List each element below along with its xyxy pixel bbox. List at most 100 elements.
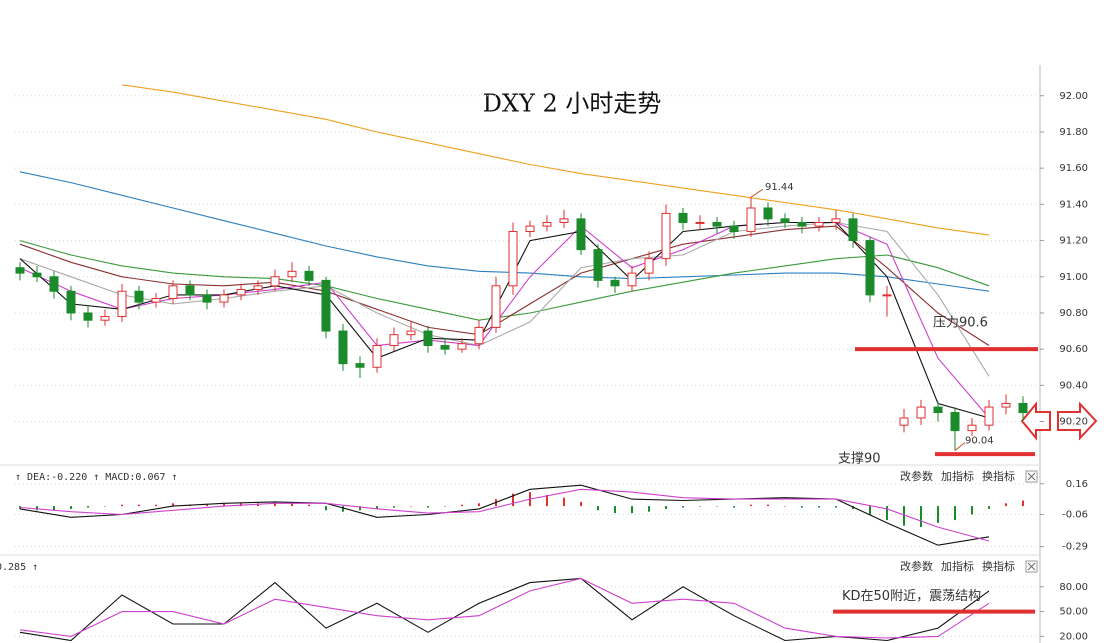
candle-body [66,290,76,314]
candle-body [695,221,705,224]
toolbar-button[interactable]: 改参数 [900,559,933,573]
candle-body [559,218,569,223]
candle-body [15,267,25,274]
candle-body [746,207,756,233]
toolbar-button[interactable]: 加指标 [941,559,974,573]
candle-body [831,218,841,223]
macd-bar [988,506,990,509]
candle-body [712,221,722,227]
level-annotation: 支撑90 [838,452,881,467]
indicator-line [19,488,990,542]
macd-bar [478,503,480,507]
close-icon [1027,562,1036,571]
macd-bar [121,504,123,507]
candle-body [491,285,501,328]
macd-bar [274,501,276,507]
close-button[interactable] [1025,560,1038,573]
candle-body [882,294,892,297]
macd-bar [682,506,684,508]
macd-bar [665,506,667,509]
macd-bar [971,506,973,515]
candle-body [117,290,127,318]
macd-bar [36,506,38,511]
toolbar-button[interactable]: 换指标 [982,469,1015,483]
macd-bar [325,506,327,511]
candle-body [848,218,858,242]
level-annotation: 压力90.6 [933,316,988,331]
y-tick-label: 91.60 [1059,163,1088,174]
candle-body [185,285,195,296]
candle-body [321,279,331,332]
close-icon [1027,472,1036,481]
macd-bar [580,501,582,507]
macd-bar [954,506,956,521]
pointer [954,442,966,451]
y-tick-label: -0.29 [1062,542,1088,553]
macd-bar [869,506,871,515]
macd-bar [1022,500,1024,507]
macd-bar [716,506,718,507]
macd-bar [784,506,786,507]
candle-body [1018,402,1028,414]
macd-bar [342,506,344,512]
candle-body [678,212,688,223]
toolbar-button[interactable]: 改参数 [900,469,933,483]
macd-bar [376,506,378,509]
macd-bar [138,504,140,507]
candle-body [100,316,110,321]
y-tick-label: 80.00 [1059,582,1088,593]
indicator-header: 0.285 ↑ [0,562,38,573]
y-tick-label: 90.80 [1059,308,1088,319]
macd-bar [172,503,174,507]
candle-body [457,343,467,350]
macd-bar [155,504,157,507]
macd-bar [563,497,565,507]
candle-body [355,363,365,368]
indicator-line [19,171,990,292]
y-tick-label: 91.00 [1059,272,1088,283]
macd-bar [818,506,820,508]
toolbar-button[interactable]: 换指标 [982,559,1015,573]
y-tick-label: 90.40 [1059,380,1088,391]
macd-bar [835,506,837,508]
macd-bar [410,506,412,507]
indicator-line [19,221,990,419]
toolbar-button[interactable]: 加指标 [941,469,974,483]
candle-body [440,345,450,350]
arrow-icon [1020,401,1098,441]
indicator-header: ↑ DEA:-0.220 ↑ MACD:0.067 ↑ [15,472,178,483]
candle-body [151,297,161,303]
macd-bar [1005,503,1007,507]
macd-bar [614,506,616,514]
candle-body [287,270,297,278]
candle-body [933,406,943,414]
candle-body [865,240,875,296]
candle-body [950,412,960,432]
macd-bar [920,506,922,528]
macd-bar [393,506,395,508]
macd-bar [512,493,514,507]
low-label: 90.04 [965,436,994,447]
candle-body [984,406,994,426]
indicator-line [19,577,990,642]
candle-body [134,290,144,303]
high-label: 91.44 [765,182,794,193]
y-tick-label: 91.80 [1059,127,1088,138]
pointer [750,188,764,198]
y-tick-label: 91.40 [1059,199,1088,210]
candle-body [525,225,535,233]
macd-bar [206,504,208,507]
candle-body [610,279,620,287]
close-button[interactable] [1025,470,1038,483]
candle-body [542,221,552,227]
macd-bar [546,494,548,507]
y-tick-label: 92.00 [1059,91,1088,102]
indicator-line [19,577,990,639]
candle-body [508,231,518,287]
macd-bar [461,504,463,507]
y-tick-label: 90.20 [1059,417,1088,428]
y-tick-label: 20.00 [1059,631,1088,642]
candle-body [763,207,773,220]
candle-body [780,218,790,223]
